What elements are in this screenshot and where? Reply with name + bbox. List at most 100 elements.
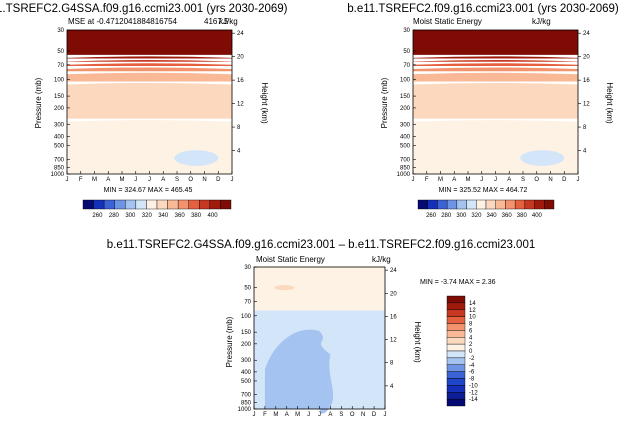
x-tick-label: A [328, 412, 332, 418]
colorbar-box [446, 350, 466, 359]
x-tick-label: N [361, 412, 365, 418]
x-tick-label: J [577, 177, 580, 183]
colorbar-box [446, 398, 466, 407]
y-tick-label: 200 [400, 106, 411, 112]
y-right-tick-label: 16 [237, 78, 244, 84]
colorbar-label: 8 [469, 322, 473, 328]
colorbar-box [456, 199, 467, 210]
y-right-tick-label: 24 [237, 31, 244, 37]
y-axis-label: Pressure (mb) [34, 77, 43, 128]
y-axis-label-right: Height (km) [605, 82, 614, 124]
x-tick-label: D [372, 412, 377, 418]
y-tick-label: 400 [400, 134, 411, 140]
y-tick-label: 700 [400, 157, 411, 163]
x-tick-label: J [66, 177, 69, 183]
y-tick-label: 850 [400, 165, 411, 171]
colorbar-label: 340 [487, 213, 498, 219]
y-tick-label: 100 [241, 314, 252, 320]
panel-units: kJ/kg [219, 17, 238, 26]
panel-subtitle-left: Moist Static Energy [413, 17, 482, 26]
y-tick-label: 400 [241, 370, 252, 376]
colorbar-box [446, 343, 466, 352]
y-tick-label: 500 [241, 379, 252, 385]
panel-title: b.e11.TSREFC2.G4SSA.f09.g16.ccmi23.001 (… [0, 3, 288, 15]
y-right-tick-label: 16 [583, 78, 590, 84]
colorbar-box [114, 199, 126, 210]
stats-text: MIN = 324.67 MAX = 465.45 [104, 187, 193, 194]
colorbar-box [466, 199, 477, 210]
colorbar: 260 280 300 320 340 360 380 400 [82, 199, 232, 219]
colorbar-label: -2 [469, 356, 475, 362]
y-tick-label: 300 [54, 123, 65, 129]
colorbar-box [446, 323, 466, 331]
colorbar-label: 360 [502, 213, 513, 219]
x-tick-label: J [253, 412, 256, 418]
contour-band [413, 63, 578, 66]
colorbar-label: 260 [426, 213, 437, 219]
y-right-tick-label: 24 [390, 268, 397, 274]
colorbar-box [505, 199, 516, 210]
colorbar-label: -14 [469, 397, 478, 403]
x-tick-label: F [79, 177, 83, 183]
y-tick-label: 100 [400, 77, 411, 83]
x-tick-label: F [263, 412, 267, 418]
y-axis-label: Pressure (mb) [225, 316, 234, 367]
colorbar-box [495, 199, 506, 210]
x-tick-label: A [161, 177, 165, 183]
colorbar-box [446, 378, 466, 386]
x-tick-label: N [202, 177, 206, 183]
colorbar-box [446, 309, 466, 317]
colorbar-box [167, 199, 179, 210]
x-tick-label: J [494, 177, 497, 183]
contour-band [67, 82, 232, 119]
colorbar-box [446, 199, 458, 210]
plot-area: J F M A M J J A S O N D J305070100150200300400500700… [238, 265, 398, 418]
y-tick-label: 50 [403, 49, 410, 55]
y-tick-label: 200 [241, 342, 252, 348]
colorbar-label: 400 [208, 213, 219, 219]
colorbar-box [93, 199, 105, 210]
y-right-tick-label: 24 [583, 31, 590, 37]
x-tick-label: F [425, 177, 429, 183]
y-tick-label: 30 [403, 28, 410, 34]
x-tick-label: M [295, 412, 300, 418]
colorbar-label: 320 [471, 213, 482, 219]
contour-band [413, 30, 578, 55]
x-tick-label: S [175, 177, 179, 183]
plot-area: J F M A M J J A S O N D J305070100150200300400500700… [51, 28, 245, 183]
y-right-tick-label: 4 [390, 384, 394, 390]
y-right-tick-label: 12 [390, 338, 397, 344]
colorbar-box [446, 302, 466, 310]
colorbar-label: 4 [469, 335, 473, 341]
colorbar-box [427, 199, 438, 210]
y-right-tick-label: 16 [390, 314, 397, 320]
colorbar-label: 280 [109, 213, 120, 219]
colorbar-box [199, 199, 211, 210]
x-tick-label: D [562, 177, 567, 183]
colorbar-label: 380 [191, 213, 202, 219]
y-tick-label: 200 [54, 106, 65, 112]
plot-area: J F M A M J J A S O N D J305070100150200300400500700… [397, 28, 591, 183]
colorbar-box [135, 199, 147, 210]
colorbar-label: 12 [469, 308, 476, 314]
y-tick-label: 1000 [397, 172, 411, 178]
colorbar-label: 360 [175, 213, 186, 219]
y-right-tick-label: 4 [237, 149, 241, 155]
colorbar-label: 6 [469, 328, 473, 334]
stats-text: MIN = 325.52 MAX = 464.72 [439, 187, 528, 194]
x-tick-label: A [285, 412, 289, 418]
x-tick-label: A [507, 177, 511, 183]
contour-band [67, 56, 232, 59]
y-tick-label: 1000 [238, 407, 252, 413]
colorbar-box [220, 199, 232, 210]
panel-subtitle-left: MSE at -0.4712041884816754 [68, 17, 178, 26]
colorbar-box [446, 392, 466, 400]
x-tick-label: D [216, 177, 221, 183]
colorbar-label: 10 [469, 315, 476, 321]
colorbar-box [82, 199, 94, 210]
y-right-tick-label: 8 [583, 125, 587, 131]
panel-title: b.e11.TSREFC2.G4SSA.f09.g16.ccmi23.001 –… [107, 239, 536, 251]
y-right-tick-label: 8 [237, 125, 241, 131]
colorbar-box [544, 199, 555, 210]
